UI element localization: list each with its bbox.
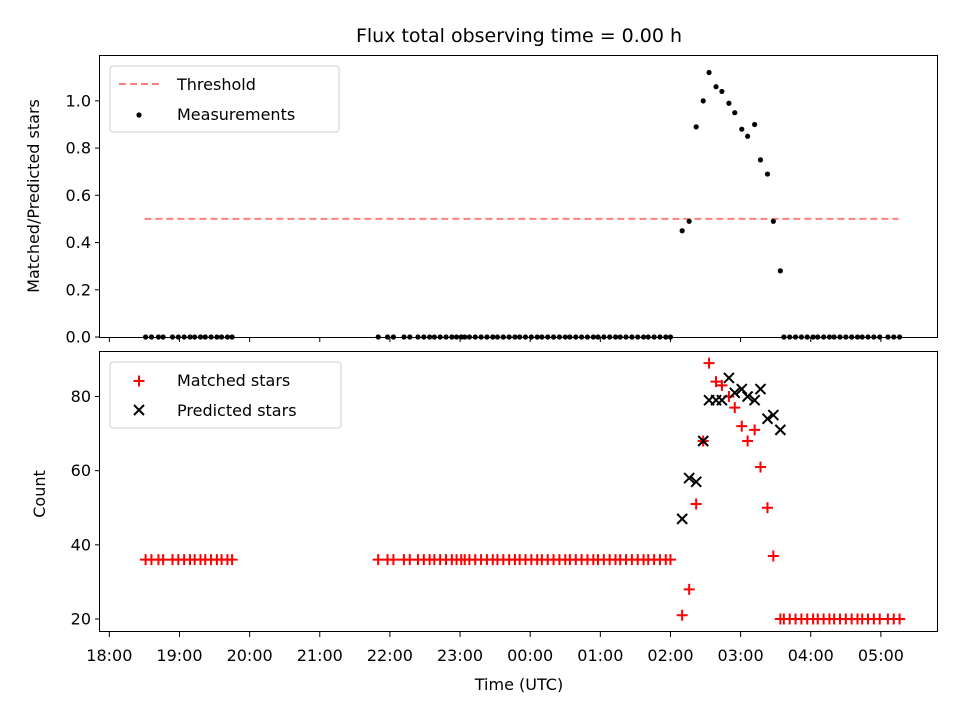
predicted-star-point bbox=[723, 372, 735, 384]
top-y-tick-label: 0.0 bbox=[66, 328, 91, 347]
matched-star-point bbox=[683, 583, 695, 595]
predicted-star-point bbox=[761, 413, 774, 425]
matched-star-point bbox=[372, 554, 384, 566]
matched-star-point bbox=[894, 613, 906, 625]
x-tick-label: 05:00 bbox=[858, 646, 904, 665]
matched-star-point bbox=[729, 402, 741, 414]
top-y-tick-label: 0.6 bbox=[66, 186, 91, 205]
x-tick-label: 00:00 bbox=[507, 646, 553, 665]
measurement-point bbox=[693, 124, 699, 130]
legend-predicted-label: Predicted stars bbox=[177, 401, 297, 420]
matched-star-point bbox=[716, 379, 728, 391]
measurement-point bbox=[777, 268, 783, 274]
bottom-legend-box bbox=[109, 361, 342, 429]
measurement-point bbox=[757, 157, 764, 163]
predicted-star-point bbox=[729, 387, 741, 399]
matched-star-point bbox=[387, 554, 399, 566]
legend-measurements-label: Measurements bbox=[177, 105, 295, 124]
x-tick-label: 03:00 bbox=[718, 646, 764, 665]
predicted-star-point bbox=[767, 409, 780, 421]
measurement-point bbox=[745, 133, 751, 139]
matched-star-point bbox=[664, 554, 676, 566]
matched-star-point bbox=[742, 435, 754, 447]
matched-star-point bbox=[736, 420, 748, 432]
top-panel: 0.0 0.2 0.4 0.6 0.8 1.0 Matched/Predicted sta… bbox=[24, 55, 938, 347]
top-y-tick-label: 1.0 bbox=[66, 91, 91, 110]
predicted-star-point bbox=[736, 383, 748, 395]
matched-star-point bbox=[226, 554, 238, 566]
bottom-y-tick-label: 60 bbox=[71, 461, 91, 480]
bottom-x-ticks: 18:00 19:00 20:00 21:00 22:00 23:00 00:00 01:00… bbox=[86, 632, 904, 665]
x-tick-label: 23:00 bbox=[437, 646, 483, 665]
predicted-star-point bbox=[741, 390, 754, 403]
bottom-y-tick-label: 20 bbox=[71, 610, 91, 629]
top-y-tick-label: 0.4 bbox=[66, 233, 91, 252]
matched-star-point bbox=[767, 550, 779, 562]
legend-matched-swatch bbox=[133, 375, 145, 387]
legend-measurements-swatch bbox=[136, 112, 142, 118]
top-legend-box bbox=[109, 65, 340, 133]
measurement-point bbox=[686, 218, 692, 224]
legend-predicted-swatch bbox=[133, 404, 145, 416]
bottom-y-tick-label: 80 bbox=[71, 387, 91, 406]
predicted-star-point bbox=[748, 394, 761, 406]
measurement-point bbox=[726, 100, 732, 106]
x-tick-label: 21:00 bbox=[297, 646, 343, 665]
predicted-star-point bbox=[690, 476, 702, 488]
matched-star-point bbox=[749, 424, 761, 436]
x-tick-label: 20:00 bbox=[227, 646, 273, 665]
matched-star-point bbox=[710, 376, 722, 388]
measurement-point bbox=[739, 126, 745, 132]
predicted-star-point bbox=[683, 472, 695, 484]
measurement-point bbox=[732, 110, 738, 116]
predicted-star-point bbox=[754, 383, 767, 395]
measurement-point bbox=[706, 69, 712, 76]
x-tick-label: 18:00 bbox=[86, 646, 132, 665]
legend-matched-label: Matched stars bbox=[177, 371, 290, 390]
x-tick-label: 19:00 bbox=[156, 646, 202, 665]
x-axis-label: Time (UTC) bbox=[474, 675, 563, 694]
matched-star-point bbox=[761, 502, 773, 514]
bottom-marks bbox=[140, 357, 906, 625]
top-y-ticks: 0.0 0.2 0.4 0.6 0.8 1.0 bbox=[66, 91, 100, 347]
measurement-point bbox=[679, 228, 685, 234]
top-y-tick-label: 0.2 bbox=[66, 280, 91, 299]
measurement-point bbox=[752, 121, 758, 128]
predicted-star-point bbox=[697, 435, 709, 447]
x-tick-label: 22:00 bbox=[367, 646, 413, 665]
bottom-y-ticks: 20 40 60 80 bbox=[71, 387, 100, 629]
top-y-tick-label: 0.8 bbox=[66, 139, 91, 158]
measurement-point bbox=[764, 171, 771, 177]
bottom-y-tick-label: 40 bbox=[71, 535, 91, 554]
bottom-y-axis-label: Count bbox=[30, 470, 49, 518]
predicted-star-point bbox=[774, 424, 787, 436]
legend-threshold-label: Threshold bbox=[176, 75, 256, 94]
top-legend: Threshold Measurements bbox=[109, 65, 340, 133]
measurement-point bbox=[700, 98, 706, 104]
matched-star-point bbox=[703, 357, 715, 369]
x-tick-label: 02:00 bbox=[647, 646, 693, 665]
predicted-star-point bbox=[676, 513, 688, 525]
bottom-panel: 18:00 19:00 20:00 21:00 22:00 23:00 00:00 01:00… bbox=[30, 351, 938, 694]
matched-star-point bbox=[157, 554, 169, 566]
top-plot-frame bbox=[99, 55, 938, 338]
matched-star-point bbox=[690, 498, 702, 510]
predicted-star-point bbox=[716, 394, 728, 406]
bottom-plot-frame bbox=[99, 351, 938, 632]
x-tick-label: 01:00 bbox=[577, 646, 623, 665]
matched-star-point bbox=[676, 609, 688, 621]
x-tick-label: 04:00 bbox=[788, 646, 834, 665]
measurement-point bbox=[713, 84, 719, 90]
bottom-legend: Matched stars Predicted stars bbox=[109, 361, 342, 429]
matched-star-point bbox=[754, 461, 766, 473]
chart-title: Flux total observing time = 0.00 h bbox=[356, 25, 682, 47]
measurement-point bbox=[719, 88, 725, 95]
top-y-axis-label: Matched/Predicted stars bbox=[24, 99, 43, 293]
measurement-point bbox=[770, 218, 776, 224]
